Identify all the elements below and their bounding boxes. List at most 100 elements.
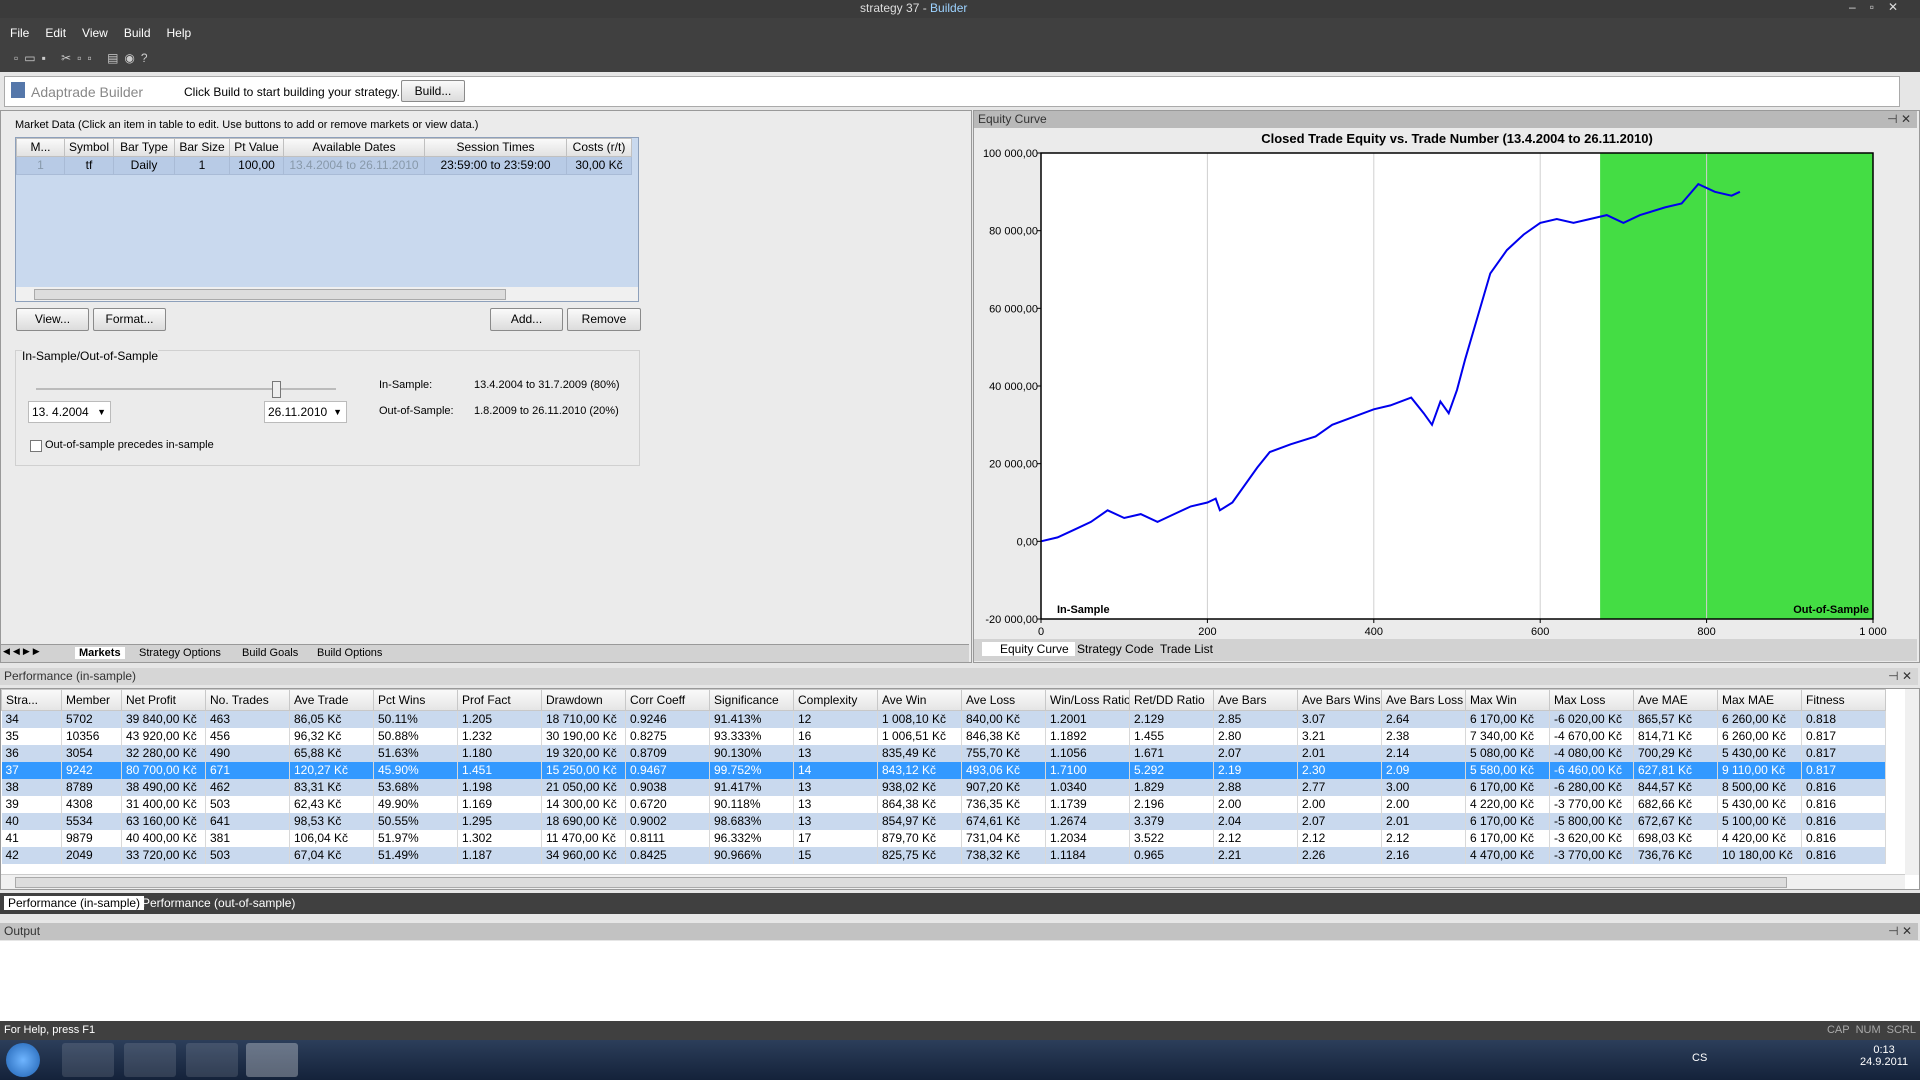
perf-row[interactable]: 34 5702 39 840,00 Kč 463 86,05 Kč 50.11% 1.205… <box>1 710 1886 728</box>
menu-item[interactable]: Help <box>166 26 192 40</box>
column-header[interactable]: Max Loss <box>1549 689 1634 711</box>
cell: -6 280,00 Kč <box>1549 779 1634 796</box>
cell: -4 080,00 Kč <box>1549 745 1634 762</box>
menu-item[interactable]: File <box>10 26 30 40</box>
column-header[interactable]: Significance <box>709 689 794 711</box>
build-button[interactable]: Build... <box>401 80 465 102</box>
tab[interactable]: Strategy Code <box>1077 642 1154 656</box>
tab[interactable]: Strategy Options <box>139 647 221 659</box>
cell: 1 <box>16 156 65 175</box>
column-header[interactable]: Max Win <box>1465 689 1550 711</box>
tab[interactable]: Performance (in-sample) <box>4 896 145 910</box>
cell: 1 006,51 Kč <box>877 728 962 745</box>
column-header[interactable]: Ave Trade <box>289 689 374 711</box>
column-header[interactable]: Prof Fact <box>457 689 542 711</box>
column-header[interactable]: Available Dates <box>283 138 425 157</box>
column-header[interactable]: M... <box>16 138 65 157</box>
perf-row[interactable]: 42 2049 33 720,00 Kč 503 67,04 Kč 51.49% 1.187… <box>1 847 1886 864</box>
column-header[interactable]: Win/Loss Ratio <box>1045 689 1130 711</box>
menu-item[interactable]: Edit <box>45 26 67 40</box>
end-date[interactable]: 26.11.2010 ▼ <box>264 401 347 423</box>
column-header[interactable]: Ave Loss <box>961 689 1046 711</box>
ie-button[interactable] <box>62 1043 114 1077</box>
button[interactable]: View... <box>16 308 89 331</box>
media-button[interactable] <box>186 1043 238 1077</box>
column-header[interactable]: Member <box>61 689 122 711</box>
column-header[interactable]: Ave MAE <box>1633 689 1718 711</box>
tab[interactable]: Performance (out-of-sample) <box>142 896 296 910</box>
column-header[interactable]: Costs (r/t) <box>566 138 632 157</box>
cell: 2.14 <box>1381 745 1466 762</box>
slider-track[interactable] <box>36 388 336 390</box>
cell: -3 770,00 Kč <box>1549 796 1634 813</box>
tab[interactable]: Markets <box>75 647 125 659</box>
perf-row[interactable]: 36 3054 32 280,00 Kč 490 65,88 Kč 51.63% 1.180… <box>1 745 1886 762</box>
button[interactable]: Add... <box>490 308 563 331</box>
builder-bar: Adaptrade Builder Click Build to start b… <box>4 76 1900 107</box>
menu-item[interactable]: View <box>82 26 108 40</box>
column-header[interactable]: Symbol <box>64 138 114 157</box>
column-header[interactable]: Complexity <box>793 689 878 711</box>
cell: 1.0340 <box>1045 779 1130 796</box>
column-header[interactable]: Ave Bars Wins <box>1297 689 1382 711</box>
status-indicators: CAP NUM SCRL <box>1821 1024 1916 1036</box>
button[interactable]: Format... <box>93 308 166 331</box>
cell: 34 <box>1 710 62 728</box>
column-header[interactable]: Stra... <box>1 689 62 711</box>
column-header[interactable]: Drawdown <box>541 689 626 711</box>
perf-row[interactable]: 35 10356 43 920,00 Kč 456 96,32 Kč 50.88% 1.23… <box>1 728 1886 745</box>
column-header[interactable]: Ave Win <box>877 689 962 711</box>
tab-nav[interactable]: ◀◀▶▶ <box>3 646 43 656</box>
scroll-thumb[interactable] <box>34 289 506 300</box>
explorer-button[interactable] <box>124 1043 176 1077</box>
perf-h-scrollbar[interactable] <box>1 874 1905 889</box>
h-scrollbar[interactable] <box>16 287 638 301</box>
market-row[interactable]: 1 tf Daily 1 100,00 13.4.2004 to 26.11.2010 23… <box>16 156 632 175</box>
column-header[interactable]: Max MAE <box>1717 689 1802 711</box>
slider-thumb[interactable] <box>272 381 281 398</box>
perf-row[interactable]: 41 9879 40 400,00 Kč 381 106,04 Kč 51.97% 1.30… <box>1 830 1886 847</box>
cell: 6 170,00 Kč <box>1465 830 1550 847</box>
cell: 698,03 Kč <box>1633 830 1718 847</box>
column-header[interactable]: Ret/DD Ratio <box>1129 689 1214 711</box>
column-header[interactable]: Ave Bars <box>1213 689 1298 711</box>
tab[interactable]: Trade List <box>1160 642 1213 656</box>
v-scrollbar[interactable] <box>1905 689 1919 875</box>
y-tick-label: 60 000,00 <box>989 303 1038 315</box>
chart-panel-title: Equity Curve <box>978 112 1047 126</box>
window-controls[interactable]: –▫✕ <box>1849 0 1912 14</box>
column-header[interactable]: Session Times <box>424 138 567 157</box>
toolbar-icons[interactable]: ▫▭▪ ✂▫▫ ▤◉? <box>14 51 154 65</box>
perf-row[interactable]: 37 9242 80 700,00 Kč 671 120,27 Kč 45.90% 1.45… <box>1 762 1886 779</box>
cell: 493,06 Kč <box>961 762 1046 779</box>
column-header[interactable]: No. Trades <box>205 689 290 711</box>
tab[interactable]: Build Goals <box>242 647 299 659</box>
checkbox[interactable] <box>30 440 42 452</box>
perf-box: Stra... Member Net Profit No. Trades Ave Tra… <box>0 688 1920 890</box>
cell: 1.2034 <box>1045 830 1130 847</box>
output-title: Output <box>4 924 41 938</box>
tab[interactable]: Build Options <box>317 647 383 659</box>
perf-row[interactable]: 40 5534 63 160,00 Kč 641 98,53 Kč 50.55% 1.295… <box>1 813 1886 830</box>
cell: 2.16 <box>1381 847 1466 864</box>
column-header[interactable]: Bar Size <box>174 138 230 157</box>
button[interactable]: Remove <box>567 308 641 331</box>
column-header[interactable]: Pct Wins <box>373 689 458 711</box>
start-date[interactable]: 13. 4.2004 ▼ <box>28 401 111 423</box>
cell: 1.1739 <box>1045 796 1130 813</box>
column-header[interactable]: Corr Coeff <box>625 689 710 711</box>
perf-scroll-thumb[interactable] <box>15 877 1787 888</box>
menu-item[interactable]: Build <box>123 26 151 40</box>
column-header[interactable]: Ave Bars Loss <box>1381 689 1466 711</box>
cell: 96.332% <box>709 830 794 847</box>
column-header[interactable]: Net Profit <box>121 689 206 711</box>
perf-row[interactable]: 38 8789 38 490,00 Kč 462 83,31 Kč 53.68% 1.198… <box>1 779 1886 796</box>
cell: 0.816 <box>1801 796 1886 813</box>
start-button[interactable] <box>6 1043 40 1077</box>
tab[interactable]: Equity Curve <box>982 642 1075 656</box>
builder-task-button[interactable] <box>246 1043 298 1077</box>
column-header[interactable]: Fitness <box>1801 689 1886 711</box>
perf-row[interactable]: 39 4308 31 400,00 Kč 503 62,43 Kč 49.90% 1.169… <box>1 796 1886 813</box>
column-header[interactable]: Pt Value <box>229 138 284 157</box>
column-header[interactable]: Bar Type <box>113 138 175 157</box>
